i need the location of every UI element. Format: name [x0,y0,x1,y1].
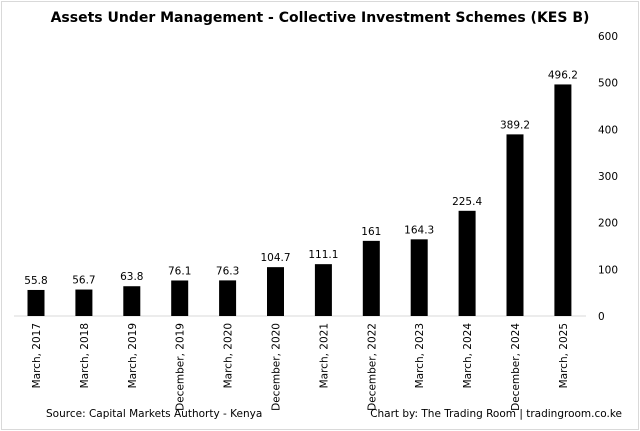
chart-title: Assets Under Management - Collective Inv… [50,10,590,26]
data-label: 164.3 [404,224,434,236]
data-label: 389.2 [500,119,530,131]
data-label: 161 [361,226,381,238]
x-tick-label: March, 2019 [127,323,139,388]
bar [171,280,189,316]
y-tick-label: 400 [598,124,618,136]
data-label: 225.4 [452,196,482,208]
data-label: 496.2 [548,69,578,81]
y-tick-label: 300 [598,171,618,183]
bar [267,267,284,316]
x-tick-label: March, 2025 [558,323,570,388]
x-tick-label: March, 2017 [31,323,43,388]
y-tick-label: 600 [598,31,618,43]
x-tick-label: March, 2020 [223,323,235,388]
x-tick-label: March, 2024 [462,323,474,389]
data-label: 76.1 [168,265,191,277]
data-label: 111.1 [308,249,338,261]
x-tick-label: March, 2018 [79,323,91,388]
x-tick-label: December, 2024 [510,323,522,411]
data-label: 76.3 [216,265,239,277]
bar [554,84,572,316]
chart-credit: Chart by: The Trading Room | tradingroom… [370,408,622,420]
bar [314,264,332,316]
source-note: Source: Capital Markets Authorty - Kenya [46,408,263,420]
data-label: 56.7 [72,275,95,287]
x-tick-label: March, 2023 [414,323,426,388]
bar [123,286,141,316]
bar [506,134,524,316]
data-label: 104.7 [260,252,290,264]
y-tick-label: 200 [598,218,618,230]
data-label: 55.8 [24,275,47,287]
x-tick-label: March, 2021 [318,323,330,388]
bar [75,289,93,316]
bar [410,239,428,316]
y-tick-label: 100 [598,264,618,276]
bar [27,289,45,316]
y-tick-label: 500 [598,78,618,90]
bar [219,280,237,316]
y-tick-label: 0 [598,311,605,323]
x-tick-label: December, 2019 [175,323,187,411]
bar [362,240,380,316]
x-tick-label: December, 2022 [366,323,378,411]
bar [458,210,476,316]
data-label: 63.8 [120,271,143,283]
x-tick-label: December, 2020 [271,323,283,411]
